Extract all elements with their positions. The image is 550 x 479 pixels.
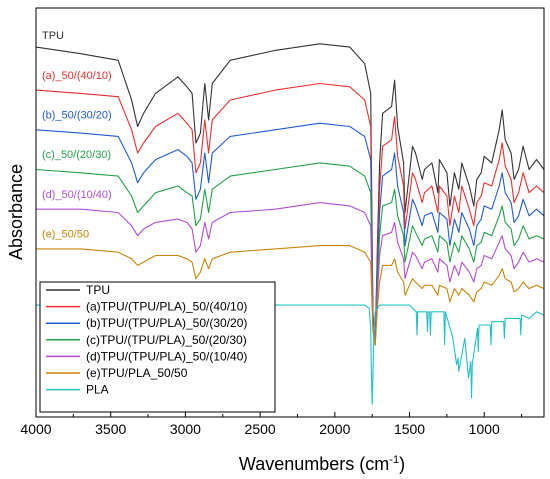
x-tick-label-1: 3500 bbox=[95, 421, 126, 437]
x-tick-layer: 4000 3500 3000 2500 2000 1500 1000 bbox=[20, 412, 523, 437]
x-axis-label-main: Wavenumbers (cm bbox=[239, 454, 389, 474]
legend-label-2: (b)TPU/(TPU/PLA)_50/(30/20) bbox=[86, 316, 247, 330]
series-line-0 bbox=[35, 43, 545, 346]
legend-label-1: (a)TPU/(TPU/PLA)_50/(40/10) bbox=[86, 300, 247, 314]
legend-label-5: (e)TPU/PLA_50/50 bbox=[86, 366, 188, 380]
legend-label-6: PLA bbox=[86, 383, 109, 397]
x-tick-label-3: 2500 bbox=[245, 421, 276, 437]
series-in-plot-label-3: (c)_50/(20/30) bbox=[42, 149, 111, 161]
legend-label-4: (d)TPU/(TPU/PLA)_50/(10/40) bbox=[86, 349, 247, 363]
series-layer bbox=[35, 43, 545, 405]
x-tick-label-4: 2000 bbox=[319, 421, 350, 437]
series-line-2 bbox=[35, 122, 545, 346]
in-plot-label-layer: TPU (a)_50/(40/10) (b)_50/(30/20) (c)_50/(2… bbox=[42, 30, 112, 300]
plot-frame bbox=[35, 7, 545, 418]
series-in-plot-label-1: (a)_50/(40/10) bbox=[42, 70, 112, 82]
x-axis-label-close: ) bbox=[399, 454, 405, 474]
legend-entries: TPU (a)TPU/(TPU/PLA)_50/(40/10) (b)TPU/(TP… bbox=[46, 283, 247, 397]
series-in-plot-label-0: TPU bbox=[42, 30, 64, 42]
legend-label-0: TPU bbox=[86, 283, 110, 297]
legend: TPU (a)TPU/(TPU/PLA)_50/(40/10) (b)TPU/(TP… bbox=[39, 281, 276, 413]
x-tick-label-2: 3000 bbox=[170, 421, 201, 437]
x-axis-label: Wavenumbers (cm-1) bbox=[239, 454, 405, 474]
x-axis-label-superscript: -1 bbox=[389, 454, 399, 466]
series-in-plot-label-2: (b)_50/(30/20) bbox=[42, 110, 112, 122]
x-tick-label-5: 1500 bbox=[394, 421, 425, 437]
x-tick-label-0: 4000 bbox=[20, 421, 51, 437]
series-line-3 bbox=[35, 162, 545, 346]
series-line-1 bbox=[35, 82, 545, 346]
series-line-6 bbox=[36, 304, 545, 405]
series-line-5 bbox=[36, 245, 545, 346]
series-line-4 bbox=[36, 202, 545, 346]
series-in-plot-label-5: (e)_50/50 bbox=[42, 229, 89, 241]
y-axis-label: Absorbance bbox=[6, 164, 26, 260]
legend-label-3: (c)TPU/(TPU/PLA)_50/(20/30) bbox=[86, 333, 247, 347]
x-tick-label-6: 1000 bbox=[469, 421, 500, 437]
series-in-plot-label-4: (d)_50/(10/40) bbox=[42, 189, 112, 201]
